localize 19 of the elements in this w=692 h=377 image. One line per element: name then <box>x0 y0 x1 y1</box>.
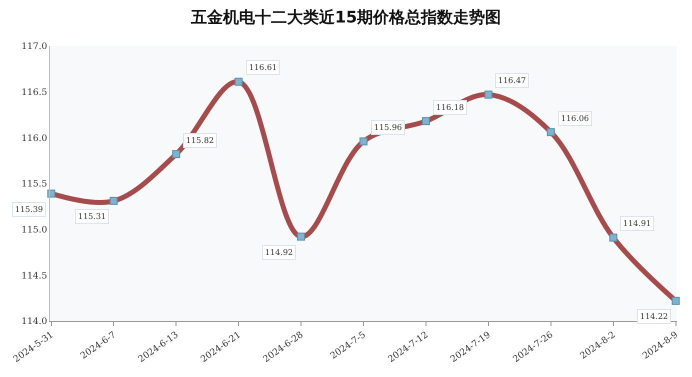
data-label: 115.82 <box>186 136 214 145</box>
chart-title: 五金机电十二大类近15期价格总指数走势图 <box>190 8 502 27</box>
data-label: 115.96 <box>374 123 402 132</box>
y-tick-label: 117.0 <box>21 42 48 52</box>
y-tick-label: 114.0 <box>21 317 48 328</box>
y-tick-label: 116.0 <box>21 134 48 144</box>
data-label: 116.18 <box>436 103 464 112</box>
data-label: 116.61 <box>249 63 277 72</box>
y-tick-label: 115.0 <box>21 225 48 236</box>
data-label: 114.22 <box>640 312 668 321</box>
data-label: 114.92 <box>265 248 293 257</box>
y-tick-label: 115.5 <box>21 180 48 190</box>
data-label: 115.31 <box>78 212 106 221</box>
data-label: 116.47 <box>498 76 526 85</box>
data-label: 115.39 <box>15 205 43 214</box>
data-label: 114.91 <box>623 219 651 228</box>
y-tick-label: 116.5 <box>21 88 48 98</box>
y-tick-label: 114.5 <box>21 271 48 282</box>
data-label: 116.06 <box>561 114 589 123</box>
